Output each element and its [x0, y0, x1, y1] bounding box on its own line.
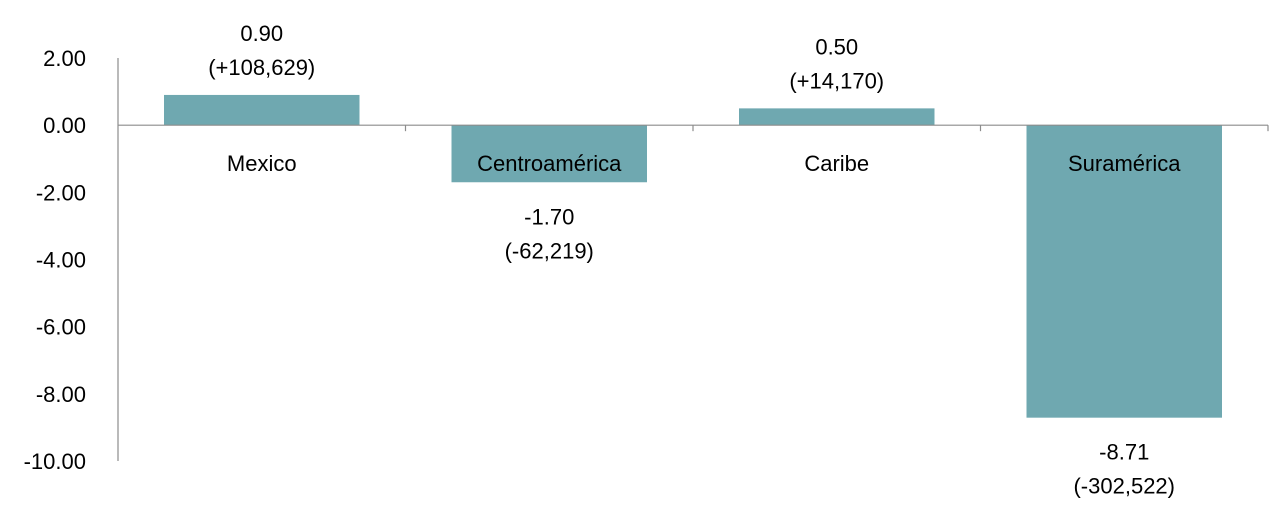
category-label: Caribe: [804, 151, 869, 176]
y-axis: 2.00 0.00 -2.00 -4.00 -6.00 -8.00 -10.00: [24, 46, 119, 474]
data-label-value: -1.70: [524, 204, 574, 229]
bar-2: [739, 108, 935, 126]
category-label: Suramérica: [1068, 151, 1181, 176]
data-label-detail: (-62,219): [505, 238, 594, 263]
data-label-detail: (+14,170): [789, 68, 884, 93]
y-tick-label: -8.00: [36, 382, 86, 407]
y-tick-label: -10.00: [24, 449, 86, 474]
data-label-value: -8.71: [1099, 440, 1149, 465]
data-label-detail: (+108,629): [208, 55, 315, 80]
data-label-value: 0.90: [240, 21, 283, 46]
y-tick-label: -2.00: [36, 180, 86, 205]
bar-3: [1026, 125, 1222, 418]
category-label: Centroamérica: [477, 151, 622, 176]
data-label-detail: (-302,522): [1073, 474, 1175, 499]
category-labels: Mexico Centroamérica Caribe Suramérica: [227, 151, 1181, 176]
y-tick-label: 2.00: [43, 46, 86, 71]
y-tick-label: -4.00: [36, 248, 86, 273]
data-label-value: 0.50: [815, 34, 858, 59]
bars: [164, 94, 1222, 418]
y-tick-label: -6.00: [36, 315, 86, 340]
bar-0: [164, 94, 360, 126]
category-label: Mexico: [227, 151, 297, 176]
bar-1: [451, 125, 647, 183]
data-labels: 0.90 (+108,629) -1.70 (-62,219) 0.50 (+14,170…: [208, 21, 1175, 499]
y-tick-label: 0.00: [43, 113, 86, 138]
x-axis: [118, 124, 1269, 132]
